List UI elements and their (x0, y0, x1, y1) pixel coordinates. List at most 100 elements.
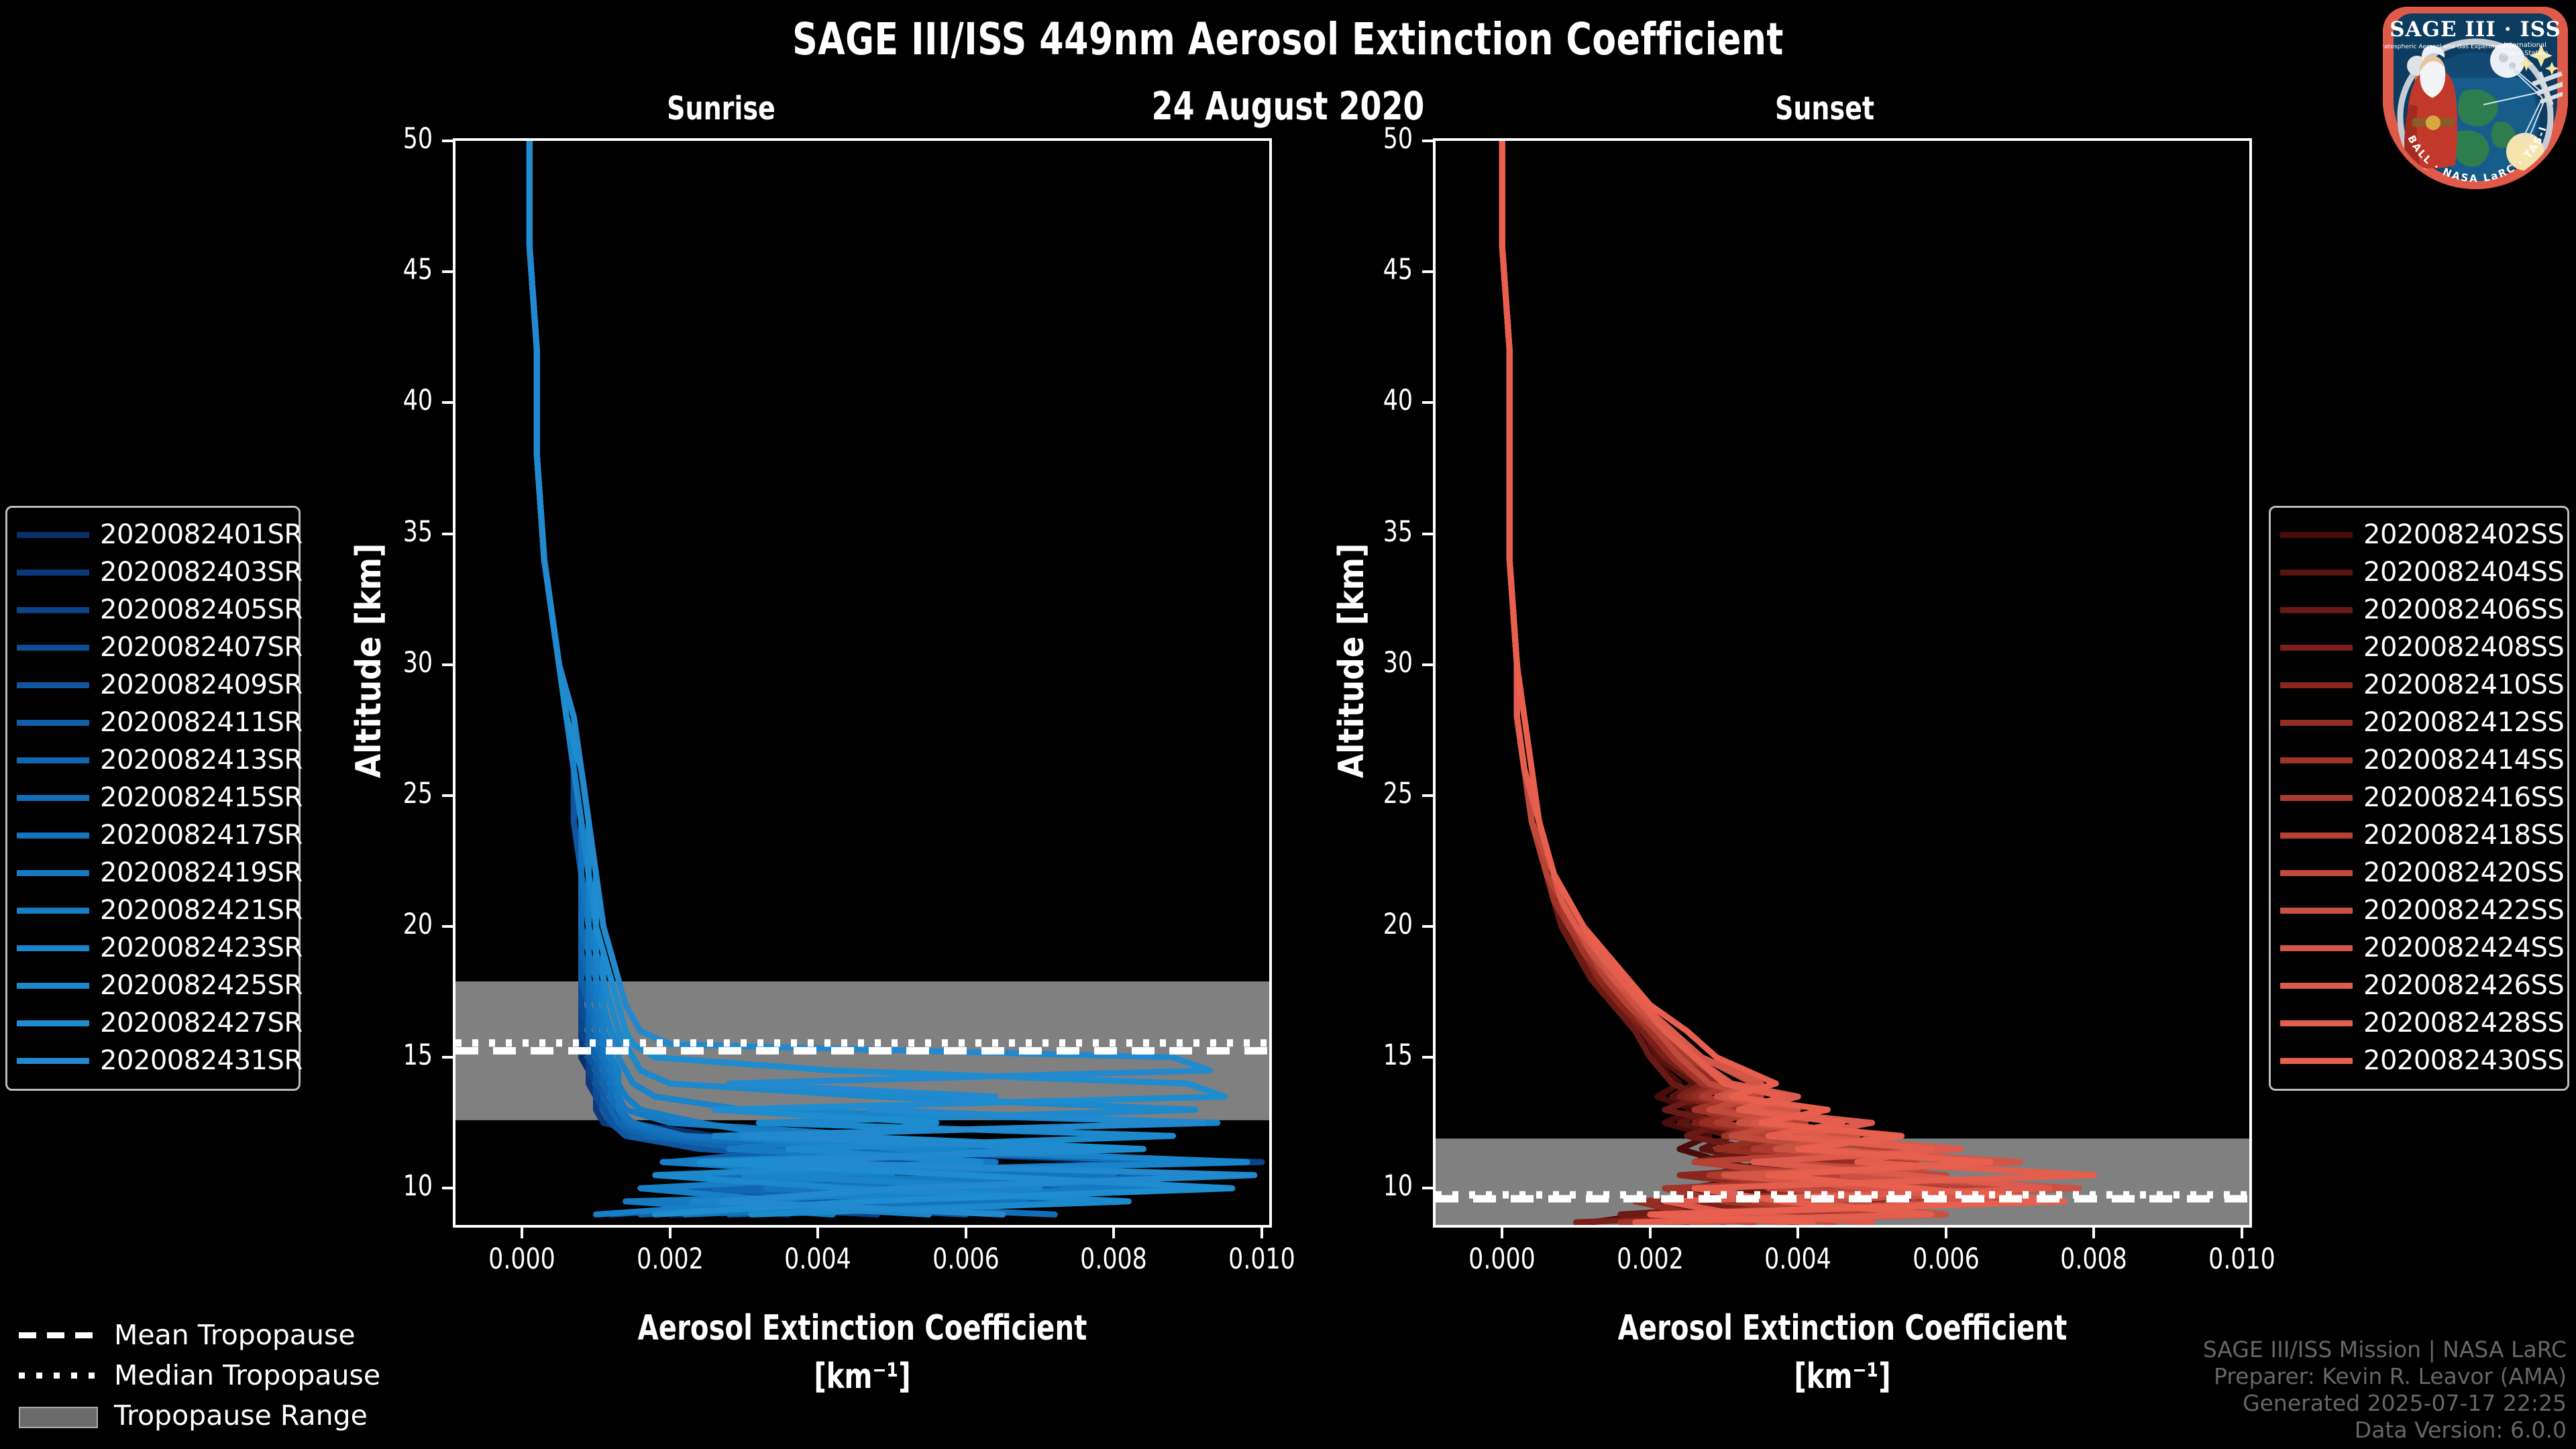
sunrise-plot-area (453, 138, 1272, 1228)
legend-item[interactable]: 2020082415SR (17, 779, 303, 816)
legend-series-label: 2020082422SS (2363, 895, 2565, 926)
sunrise-series-legend[interactable]: 2020082401SR 2020082403SR 2020082405SR 2020… (5, 506, 303, 1091)
credits-block: SAGE III/ISS Mission | NASA LaRC Prepare… (2203, 1336, 2567, 1444)
legend-item[interactable]: 2020082409SR (17, 666, 303, 704)
legend-item[interactable]: 2020082420SS (2280, 854, 2565, 892)
y-tick-mark (1422, 794, 1433, 797)
credits-line-generated: Generated 2025-07-17 22:25 (2243, 1390, 2567, 1416)
legend-item[interactable]: 2020082407SR (17, 629, 303, 666)
y-tick-label: 40 (402, 384, 433, 418)
legend-item[interactable]: 2020082423SR (17, 929, 303, 967)
legend-series-label: 2020082411SR (100, 707, 303, 738)
x-tick-label: 0.006 (932, 1242, 1000, 1276)
dotted-line-icon (19, 1365, 99, 1385)
sunset-series-legend[interactable]: 2020082402SS 2020082404SS 2020082406SS 2020… (2269, 506, 2569, 1091)
legend-item[interactable]: 2020082401SR (17, 516, 303, 553)
x-tick-mark (1501, 1228, 1504, 1238)
legend-item[interactable]: 2020082418SS (2280, 816, 2565, 854)
legend-color-swatch (2280, 757, 2353, 763)
legend-item[interactable]: 2020082414SS (2280, 741, 2565, 779)
legend-color-swatch (2280, 869, 2353, 876)
legend-color-swatch (17, 719, 89, 726)
sunset-x-axis-units: [km⁻¹] (1794, 1356, 1891, 1397)
y-tick-label: 45 (402, 253, 433, 287)
y-tick-label: 40 (1383, 384, 1413, 418)
legend-series-label: 2020082409SR (100, 669, 303, 700)
legend-item[interactable]: 2020082425SR (17, 967, 303, 1004)
legend-item[interactable]: 2020082405SR (17, 591, 303, 629)
legend-color-swatch (17, 569, 89, 576)
sunset-x-axis-label: Aerosol Extinction Coefficient (1617, 1308, 2068, 1348)
tropopause-range-label: Tropopause Range (114, 1399, 368, 1432)
y-tick-mark (1422, 532, 1433, 535)
sunrise-panel-title: Sunrise (667, 90, 775, 127)
legend-item[interactable]: 2020082412SS (2280, 704, 2565, 741)
x-tick-mark (1112, 1228, 1116, 1238)
legend-item[interactable]: 2020082404SS (2280, 553, 2565, 591)
x-tick-label: 0.008 (1080, 1242, 1148, 1276)
legend-series-label: 2020082427SR (100, 1008, 303, 1038)
legend-item[interactable]: 2020082410SS (2280, 666, 2565, 704)
profile-line (1499, 141, 2097, 1225)
legend-item[interactable]: 2020082416SS (2280, 779, 2565, 816)
legend-series-label: 2020082414SS (2363, 745, 2565, 775)
legend-item[interactable]: 2020082403SR (17, 553, 303, 591)
legend-item[interactable]: 2020082428SS (2280, 1004, 2565, 1042)
legend-item[interactable]: 2020082408SS (2280, 629, 2565, 666)
legend-color-swatch (2280, 606, 2353, 613)
mean-tropopause-label: Mean Tropopause (114, 1319, 356, 1351)
sunset-y-axis-label: Altitude [km] (1332, 543, 1372, 778)
legend-item[interactable]: 2020082419SR (17, 854, 303, 892)
x-tick-label: 0.002 (1616, 1242, 1684, 1276)
x-tick-mark (668, 1228, 672, 1238)
legend-item[interactable]: 2020082426SS (2280, 967, 2565, 1004)
y-tick-label: 25 (402, 776, 433, 810)
y-tick-mark (442, 270, 453, 274)
y-tick-label: 20 (1383, 908, 1413, 941)
x-tick-mark (964, 1228, 967, 1238)
y-tick-label: 45 (1383, 253, 1413, 287)
legend-item[interactable]: 2020082402SS (2280, 516, 2565, 553)
legend-series-label: 2020082417SR (100, 820, 303, 851)
profile-line (526, 141, 1258, 1218)
legend-series-label: 2020082430SS (2363, 1045, 2565, 1076)
legend-item-median-tropopause: Median Tropopause (19, 1355, 394, 1395)
legend-color-swatch (17, 945, 89, 951)
x-tick-mark (2092, 1228, 2096, 1238)
legend-series-label: 2020082415SR (100, 782, 303, 813)
y-tick-label: 25 (1383, 776, 1413, 810)
sunrise-y-axis-label: Altitude [km] (349, 543, 389, 778)
y-tick-label: 10 (1383, 1169, 1413, 1203)
credits-line-mission: SAGE III/ISS Mission | NASA LaRC (2202, 1336, 2567, 1362)
y-tick-mark (1422, 140, 1433, 142)
legend-item[interactable]: 2020082417SR (17, 816, 303, 854)
x-tick-mark (1796, 1228, 1800, 1238)
credits-line-data-version: Data Version: 6.0.0 (2354, 1417, 2567, 1443)
legend-series-label: 2020082418SS (2363, 820, 2565, 851)
legend-item[interactable]: 2020082422SS (2280, 892, 2565, 929)
legend-series-label: 2020082405SR (100, 594, 303, 625)
legend-item[interactable]: 2020082424SS (2280, 929, 2565, 967)
tropopause-legend: Mean Tropopause Median Tropopause Tropop… (19, 1315, 394, 1436)
legend-item[interactable]: 2020082413SR (17, 741, 303, 779)
profile-line (1499, 141, 2082, 1225)
legend-item-tropopause-range: Tropopause Range (19, 1395, 394, 1436)
legend-series-label: 2020082410SS (2363, 669, 2565, 700)
y-tick-label: 20 (402, 908, 433, 941)
sunrise-x-axis-units: [km⁻¹] (814, 1356, 911, 1397)
legend-item[interactable]: 2020082411SR (17, 704, 303, 741)
legend-item[interactable]: 2020082427SR (17, 1004, 303, 1042)
x-tick-label: 0.004 (1764, 1242, 1832, 1276)
legend-series-label: 2020082425SR (100, 970, 303, 1001)
legend-series-label: 2020082431SR (100, 1045, 303, 1076)
x-tick-mark (816, 1228, 820, 1238)
legend-item[interactable]: 2020082421SR (17, 892, 303, 929)
svg-text:Stratospheric Aerosol and Gas: Stratospheric Aerosol and Gas Experiment… (2383, 43, 2514, 50)
legend-color-swatch (2280, 1020, 2353, 1026)
legend-item[interactable]: 2020082431SR (17, 1042, 303, 1079)
legend-series-label: 2020082402SS (2363, 519, 2565, 550)
y-tick-mark (442, 1187, 453, 1190)
legend-item[interactable]: 2020082406SS (2280, 591, 2565, 629)
profile-line (1499, 141, 2023, 1225)
legend-item[interactable]: 2020082430SS (2280, 1042, 2565, 1079)
